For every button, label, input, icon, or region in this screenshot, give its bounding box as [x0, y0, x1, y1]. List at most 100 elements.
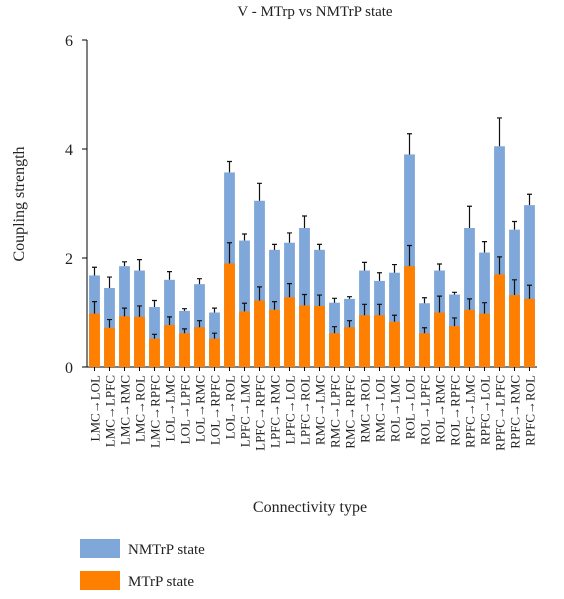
error-bar — [242, 233, 247, 241]
x-tick-label: LPFC→LMC — [238, 375, 253, 447]
bar — [359, 315, 370, 367]
legend-label: NMTrP state — [128, 542, 205, 558]
error-bar — [497, 117, 502, 147]
bar — [209, 338, 220, 367]
error-bar — [302, 215, 307, 229]
x-tick-label: LMC→RMC — [118, 375, 133, 445]
error-bar — [272, 301, 277, 310]
bar — [404, 266, 415, 367]
error-bar — [152, 299, 157, 308]
error-bar — [302, 293, 307, 306]
error-bar — [92, 301, 97, 314]
error-bar — [512, 279, 517, 296]
error-bar — [122, 307, 127, 317]
error-bar — [257, 286, 262, 301]
bar — [509, 295, 520, 367]
error-bar — [197, 320, 202, 328]
bar — [329, 333, 340, 367]
bar — [464, 228, 475, 367]
bar — [89, 313, 100, 367]
error-bar — [197, 278, 202, 285]
error-bar — [437, 295, 442, 313]
error-bar — [227, 160, 232, 173]
error-bar — [362, 303, 367, 316]
x-tick-label: ROL→LMC — [388, 375, 403, 442]
bar — [344, 327, 355, 367]
error-bar — [212, 332, 217, 339]
error-bar — [317, 294, 322, 306]
error-bar — [317, 243, 322, 250]
bar — [134, 316, 145, 367]
y-tick-label: 6 — [65, 33, 73, 50]
error-bar — [527, 193, 532, 206]
error-bar — [347, 296, 352, 299]
error-bar — [392, 314, 397, 322]
x-tick-label: ROL→RPFC — [448, 375, 463, 446]
error-bar — [422, 327, 427, 334]
x-tick-label: LPFC→LOL — [283, 375, 298, 444]
bar — [449, 326, 460, 367]
x-tick-label: LOL→ROL — [223, 375, 238, 439]
bar — [434, 312, 445, 367]
y-tick-label: 4 — [65, 142, 73, 159]
bar — [164, 325, 175, 367]
legend-swatch — [80, 539, 120, 558]
error-bar — [242, 302, 247, 312]
x-tick-label: ROL→LPFC — [418, 375, 433, 445]
bar — [179, 333, 190, 367]
bar — [284, 297, 295, 367]
x-tick-label: RMC→RPFC — [343, 375, 358, 449]
error-bar — [272, 243, 277, 250]
x-tick-label: LMC→ROL — [133, 375, 148, 442]
bar — [389, 321, 400, 367]
x-tick-label: LOL→LPFC — [178, 375, 193, 444]
bar — [224, 263, 235, 367]
error-bar — [377, 303, 382, 316]
error-bar — [107, 318, 112, 328]
error-bar — [497, 256, 502, 275]
error-bar — [92, 266, 97, 276]
error-bar — [182, 308, 187, 311]
x-tick-label: LPFC→ROL — [298, 375, 313, 445]
x-tick-label: LMC→LOL — [88, 375, 103, 442]
error-bar — [332, 326, 337, 334]
error-bar — [467, 205, 472, 229]
error-bar — [437, 263, 442, 271]
error-bar — [407, 244, 412, 267]
x-tick-label: RPFC→LOL — [478, 375, 493, 445]
x-tick-label: ROL→RMC — [433, 375, 448, 443]
error-bar — [152, 333, 157, 339]
error-bar — [122, 261, 127, 267]
error-bar — [392, 263, 397, 273]
error-bar — [452, 291, 457, 295]
error-bar — [332, 297, 337, 303]
y-tick-label: 2 — [65, 251, 73, 268]
error-bar — [482, 302, 487, 314]
x-tick-label: RPFC→ROL — [523, 375, 538, 446]
bar — [479, 313, 490, 367]
x-tick-label: LOL→LMC — [163, 375, 178, 441]
error-bar — [167, 316, 172, 326]
error-bar — [362, 261, 367, 271]
bar — [494, 274, 505, 367]
x-tick-label: RMC→LPFC — [328, 375, 343, 448]
bar — [374, 315, 385, 367]
bar — [299, 305, 310, 367]
bar — [464, 309, 475, 367]
x-tick-label: RPFC→RMC — [508, 375, 523, 449]
bar — [254, 300, 265, 367]
x-tick-label: RMC→LOL — [373, 375, 388, 442]
error-bar — [182, 328, 187, 334]
x-tick-label: RPFC→LPFC — [493, 375, 508, 451]
error-bar — [257, 182, 262, 201]
bar — [314, 305, 325, 367]
error-bar — [527, 284, 532, 299]
bar — [119, 316, 130, 367]
bar — [269, 309, 280, 367]
x-tick-label: RMC→ROL — [358, 375, 373, 443]
x-tick-label: LPFC→RPFC — [253, 375, 268, 451]
error-bar — [227, 242, 232, 264]
bar — [239, 311, 250, 367]
error-bar — [287, 283, 292, 298]
